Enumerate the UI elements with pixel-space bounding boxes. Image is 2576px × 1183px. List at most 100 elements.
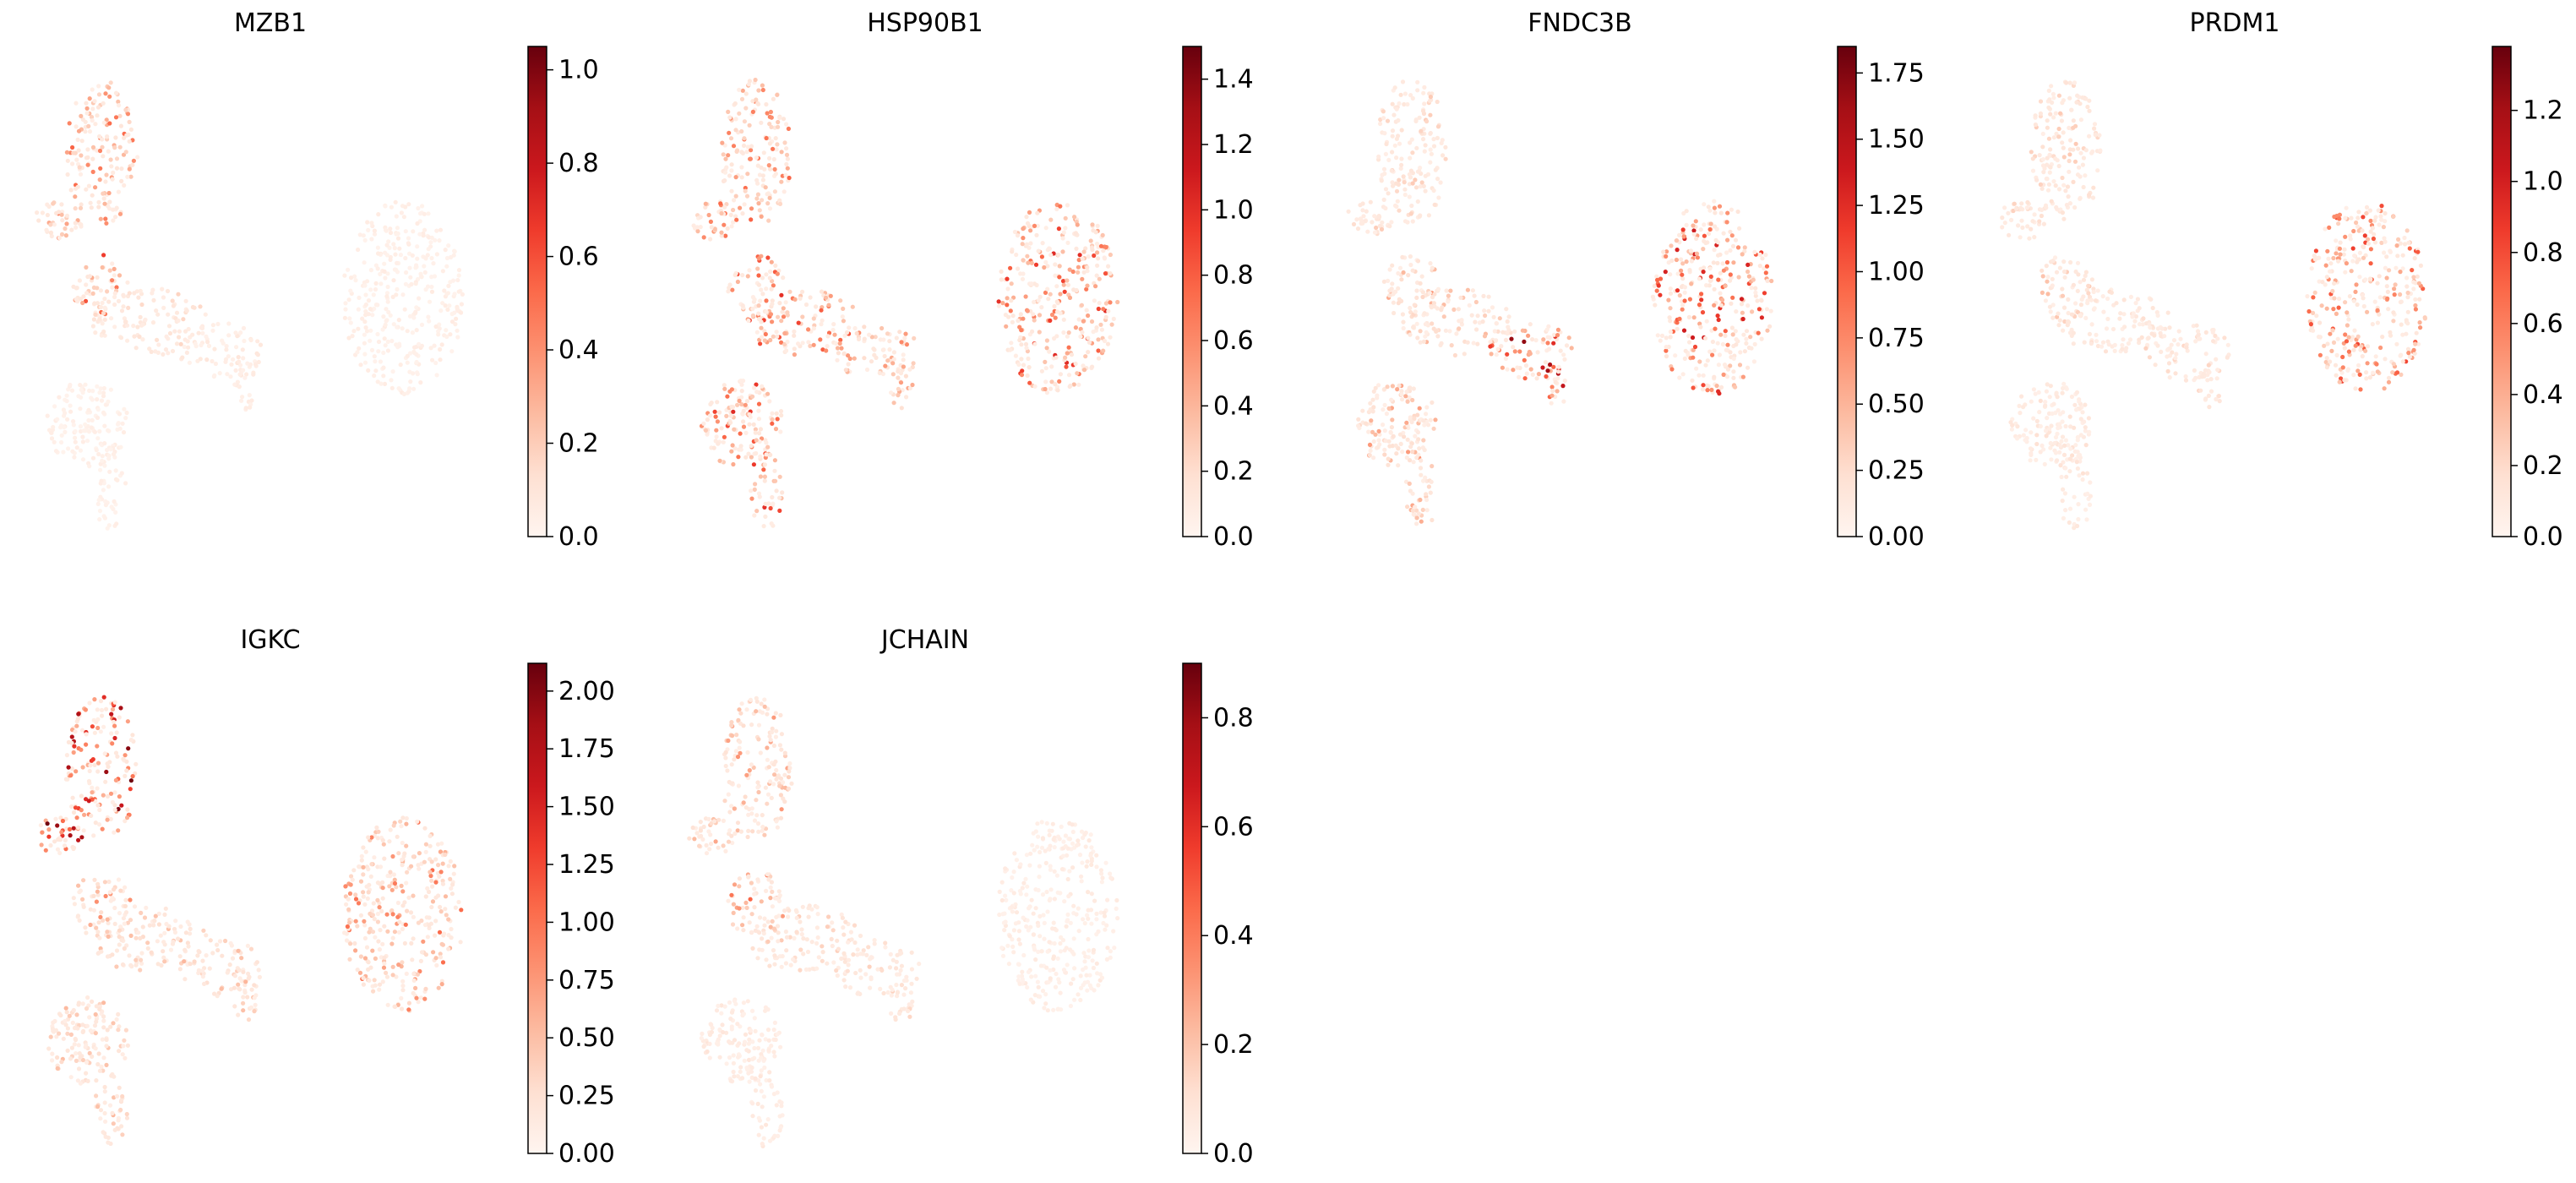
scatter-point [2387,268,2392,273]
scatter-point [2075,288,2080,293]
scatter-point [740,412,745,417]
scatter-point [1522,376,1528,381]
scatter-point [841,319,847,324]
scatter-point [417,341,422,346]
scatter-point [2405,290,2410,296]
scatter-point [741,424,747,429]
scatter-point [1034,232,1039,237]
scatter-point [1410,450,1415,455]
scatter-point [404,821,409,826]
scatter-point [773,478,778,483]
scatter-point [2078,117,2083,123]
scatter-point [2192,368,2197,373]
scatter-point [1024,215,1029,220]
scatter-point [1065,334,1070,339]
scatter-point [1704,319,1709,324]
scatter-point [381,373,386,379]
scatter-point [375,919,380,924]
scatter-point [2360,292,2365,297]
scatter-point [2395,254,2400,259]
scatter-point [1691,385,1696,390]
scatter-point [95,892,101,897]
scatter-point [2045,162,2050,167]
scatter-point [358,879,364,884]
scatter-point [77,1051,82,1056]
scatter-point [88,200,93,205]
scatter-point [1058,292,1063,297]
scatter-point [1020,276,1026,281]
scatter-point [109,504,114,510]
scatter-point [241,1008,246,1013]
scatter-point [105,447,110,453]
scatter-point [49,233,54,239]
scatter-point [98,729,103,734]
scatter-point [386,309,391,315]
scatter-point [1094,273,1099,278]
scatter-point [1373,432,1378,437]
scatter-point [388,230,394,236]
scatter-point [1026,260,1031,265]
scatter-point [454,316,459,321]
scatter-point [80,434,85,439]
scatter-point [2122,324,2127,330]
scatter-point [52,222,57,227]
scatter-point [190,332,195,337]
scatter-point [2092,122,2098,127]
scatter-point [2372,232,2377,237]
scatter-point [1698,227,1703,232]
scatter-point [1707,349,1713,354]
scatter-point [767,399,772,404]
scatter-point [2198,388,2203,393]
scatter-point [1561,399,1566,404]
scatter-point [1398,92,1403,97]
scatter-point [2343,234,2348,239]
scatter-point [395,324,400,330]
scatter-point [996,299,1001,304]
scatter-point [105,134,110,139]
scatter-point [1019,342,1024,347]
scatter-point [2353,386,2358,391]
scatter-point [59,423,64,428]
scatter-point [120,1052,125,1057]
scatter-point [2360,354,2365,359]
scatter-point [90,144,96,150]
scatter-point [1016,266,1021,271]
scatter-point [1371,405,1376,410]
scatter-point [731,207,736,213]
scatter-point [102,423,107,428]
scatter-point [756,88,761,93]
scatter-point [1742,349,1747,354]
scatter-point [1526,333,1531,338]
scatter-point [759,325,764,330]
scatter-point [400,979,406,984]
scatter-point [2061,259,2067,264]
scatter-point [1757,264,1762,269]
scatter-point [73,194,78,199]
scatter-point [1473,299,1479,305]
scatter-point [418,995,423,1000]
scatter-point [81,428,86,433]
scatter-point [2085,298,2090,303]
scatter-point [90,87,95,92]
scatter-point [728,413,733,418]
scatter-point [753,77,758,83]
scatter-point [2146,335,2151,341]
scatter-point [885,358,890,363]
scatter-point [1556,364,1561,369]
scatter-point [1701,383,1706,388]
scatter-point [171,303,176,308]
scatter-point [361,233,366,238]
scatter-point [106,85,112,90]
scatter-point [71,846,76,852]
scatter-point [204,357,210,363]
scatter-point [2060,286,2065,292]
scatter-point [735,402,740,407]
scatter-point [2044,389,2049,394]
scatter-point [188,931,193,936]
scatter-point [2105,316,2110,322]
scatter-point [102,1089,107,1094]
scatter-point [2324,365,2329,370]
scatter-point [1066,345,1071,350]
scatter-point [819,289,825,294]
scatter-point [380,979,385,984]
